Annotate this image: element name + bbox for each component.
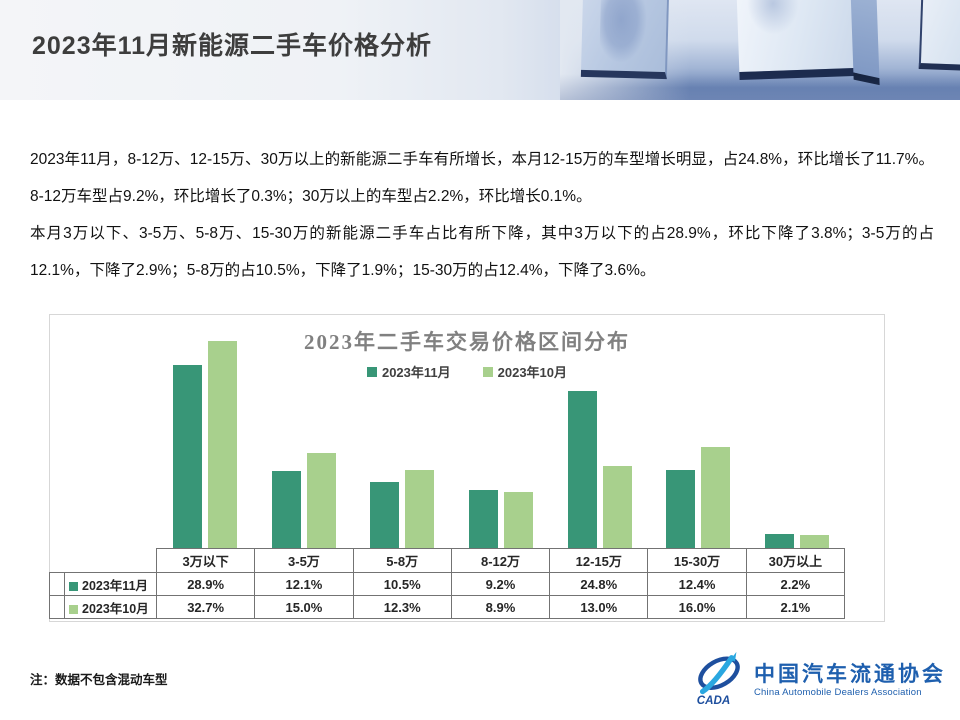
- chart-card: 2023年二手车交易价格区间分布 2023年11月 2023年10月 3万以下 3-…: [49, 314, 885, 622]
- footnote: 注：数据不包含混动车型: [30, 673, 168, 687]
- bar-2023年10月-12-15万: [602, 466, 632, 548]
- value-cell: 24.8%: [549, 572, 649, 596]
- bar-2023年10月-15-30万: [701, 447, 731, 548]
- cada-logo-icon: CADA: [697, 651, 740, 707]
- value-cell: 15.0%: [254, 595, 354, 619]
- series-name-cell: 2023年10月: [64, 595, 157, 619]
- page-title: 2023年11月新能源二手车价格分析: [32, 32, 433, 60]
- bar-2023年10月-8-12万: [504, 492, 533, 548]
- cada-badge-text: CADA: [697, 694, 731, 707]
- value-cell: 10.5%: [352, 572, 452, 596]
- series-key-icon: [69, 581, 78, 591]
- cube-decoration: [850, 0, 880, 86]
- chart-data-table: 3万以下 3-5万 5-8万 8-12万 12-15万 15-30万 30万以上 2023年1…: [49, 548, 846, 619]
- table-gutter-cell: [49, 572, 65, 596]
- bar-2023年10月-30万以上: [799, 535, 829, 548]
- analysis-paragraph-2: 本月3万以下、3-5万、5-8万、15-30万的新能源二手车占比有所下降，其中3…: [30, 225, 934, 279]
- table-corner-cell: [65, 549, 157, 573]
- analysis-paragraph-1: 2023年11月，8-12万、12-15万、30万以上的新能源二手车有所增长，本…: [30, 151, 934, 205]
- value-cell: 2.2%: [745, 572, 846, 596]
- table-header-cell: 12-15万: [549, 548, 649, 573]
- bar-2023年10月-5-8万: [405, 470, 435, 548]
- value-cell: 12.1%: [254, 572, 354, 596]
- value-cell: 12.4%: [647, 572, 747, 596]
- value-cell: 9.2%: [450, 572, 551, 596]
- header-banner: 2023年11月新能源二手车价格分析: [0, 0, 960, 100]
- cube-decoration: [736, 0, 858, 81]
- cube-decoration: [580, 0, 670, 80]
- value-cell: 13.0%: [549, 595, 649, 619]
- value-cell: 2.1%: [745, 595, 846, 619]
- bar-2023年11月-3-5万: [271, 471, 301, 548]
- legend-label: 2023年11月: [381, 365, 451, 380]
- table-header-cell: 3万以下: [155, 548, 256, 573]
- bar-2023年11月-8-12万: [469, 490, 498, 548]
- table-row: 2023年10月 32.7% 15.0% 12.3% 8.9% 13.0% 16.0% 2.1…: [49, 595, 846, 619]
- legend-item: 2023年10月: [482, 362, 568, 381]
- value-cell: 28.9%: [155, 572, 256, 596]
- series-key-icon: [69, 604, 78, 614]
- cube-decoration: [918, 0, 960, 71]
- bar-2023年10月-3万以下: [208, 341, 238, 548]
- bar-2023年11月-3万以下: [173, 365, 203, 548]
- chart-plot: [156, 315, 846, 548]
- table-header-cell: 3-5万: [254, 548, 354, 573]
- value-cell: 8.9%: [450, 595, 551, 619]
- cada-logo: CADA 中国汽车流通协会 China Automobile Dealers A…: [690, 650, 946, 708]
- value-cell: 32.7%: [155, 595, 256, 619]
- header-photo-decoration: [560, 0, 960, 100]
- table-gutter-cell: [49, 595, 65, 619]
- table-header-cell: 15-30万: [647, 548, 747, 573]
- logo-text: 中国汽车流通协会 China Automobile Dealers Associ…: [754, 661, 946, 698]
- value-cell: 12.3%: [352, 595, 452, 619]
- bar-2023年11月-5-8万: [370, 482, 400, 548]
- bar-2023年11月-15-30万: [666, 470, 696, 548]
- bar-2023年10月-3-5万: [306, 453, 336, 548]
- floor-shadow-decoration: [560, 74, 960, 100]
- table-header-cell: 5-8万: [352, 548, 452, 573]
- logo-name-en: China Automobile Dealers Association: [754, 686, 922, 698]
- legend-swatch-icon: [482, 366, 493, 377]
- analysis-text: 2023年11月，8-12万、12-15万、30万以上的新能源二手车有所增长，本…: [30, 141, 934, 289]
- table-row: 2023年11月 28.9% 12.1% 10.5% 9.2% 24.8% 12.4% 2.2…: [49, 572, 846, 596]
- value-cell: 16.0%: [647, 595, 747, 619]
- chart-legend: 2023年11月 2023年10月: [50, 362, 884, 381]
- logo-name-cn: 中国汽车流通协会: [754, 661, 946, 686]
- table-header-cell: 8-12万: [450, 548, 551, 573]
- table-corner-cell: [50, 549, 65, 573]
- chart-title: 2023年二手车交易价格区间分布: [304, 330, 630, 354]
- legend-item: 2023年11月: [366, 362, 451, 381]
- series-name-cell: 2023年11月: [64, 572, 157, 596]
- bar-2023年11月-30万以上: [764, 534, 794, 548]
- table-header-cell: 30万以上: [745, 548, 846, 573]
- legend-label: 2023年10月: [497, 365, 568, 380]
- bar-2023年11月-12-15万: [567, 391, 597, 548]
- legend-swatch-icon: [366, 366, 377, 377]
